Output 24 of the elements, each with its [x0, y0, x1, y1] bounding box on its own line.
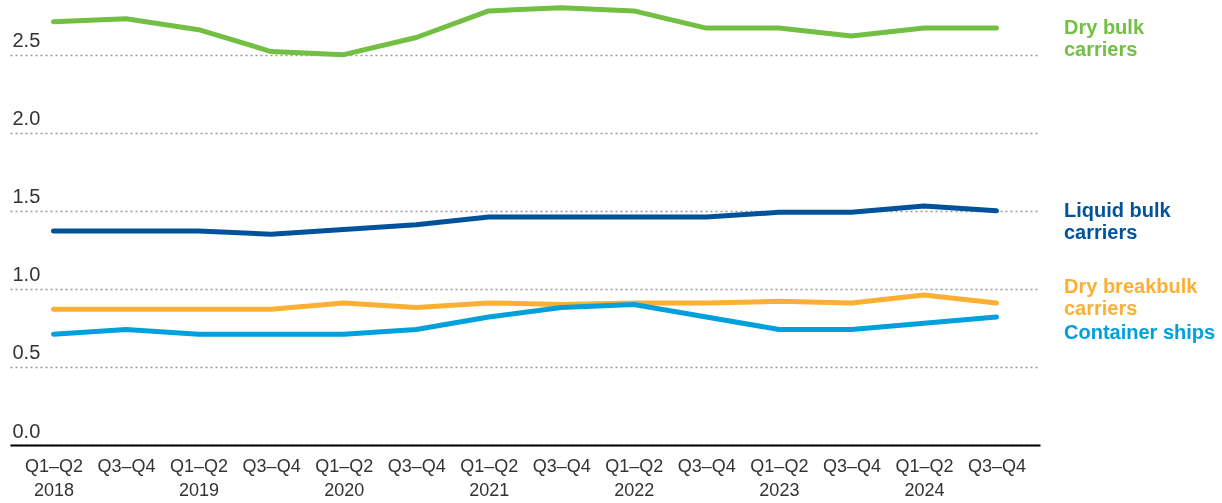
y-tick-label: 0.0: [12, 419, 41, 442]
x-tick-label: Q3–Q4: [242, 455, 301, 476]
y-tick-label: 2.0: [12, 107, 41, 130]
x-tick-label: Q3–Q4: [967, 455, 1026, 476]
x-tick-label: Q3–Q4: [387, 455, 446, 476]
x-tick-label: Q1–Q2 2018: [25, 455, 84, 500]
x-tick-label: Q3–Q4: [97, 455, 156, 476]
text: Dry bulk carriers: [1064, 16, 1145, 61]
text: Container ships: [1064, 320, 1216, 343]
x-tick-label: Q1–Q2 2022: [605, 455, 664, 500]
y-tick-label: 2.5: [12, 29, 41, 52]
x-tick-label: Q1–Q2 2021: [460, 455, 519, 500]
text: Liquid bulk carriers: [1064, 198, 1172, 243]
y-tick-label: 0.5: [12, 341, 41, 364]
x-tick-label: Q1–Q2 2020: [315, 455, 374, 500]
x-tick-label: Q3–Q4: [822, 455, 881, 476]
y-tick-label: 1.0: [12, 263, 41, 286]
text: Dry breakbulk carriers: [1064, 274, 1199, 319]
x-tick-label: Q1–Q2 2024: [895, 455, 954, 500]
x-tick-label: Q1–Q2 2019: [170, 455, 229, 500]
x-tick-label: Q3–Q4: [532, 455, 591, 476]
x-tick-label: Q3–Q4: [677, 455, 736, 476]
x-tick-label: Q1–Q2 2023: [750, 455, 809, 500]
y-tick-label: 1.5: [12, 185, 41, 208]
